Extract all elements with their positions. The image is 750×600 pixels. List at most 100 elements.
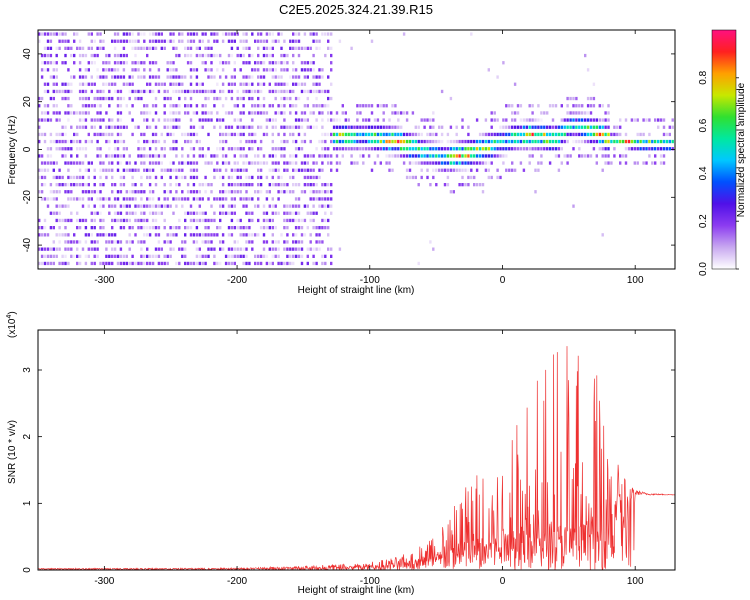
- spectrogram-cell: [350, 46, 353, 50]
- spectrogram-cell: [113, 61, 117, 65]
- spectrogram-cell: [230, 197, 234, 201]
- spectrogram-cell: [332, 125, 336, 129]
- spectrogram-cell: [43, 118, 47, 122]
- spectrogram-cell: [119, 96, 123, 101]
- spectrogram-cell: [134, 197, 137, 201]
- spectrogram-cell: [303, 161, 307, 165]
- spectrogram-cell: [271, 118, 274, 122]
- spectrogram-cell: [122, 96, 126, 101]
- spectrogram-cell: [300, 247, 304, 251]
- spectrogram-cell: [508, 132, 511, 137]
- spectrogram-cell: [143, 190, 146, 194]
- spectrogram-cell: [534, 125, 537, 129]
- spectrogram-cell: [99, 204, 102, 208]
- spectrogram-cell: [315, 240, 318, 244]
- spectrogram-cell: [449, 147, 453, 151]
- spectrogram-cell: [330, 139, 333, 144]
- spectrogram-cell: [225, 25, 227, 28]
- spectrogram-cell: [43, 197, 47, 201]
- spectrogram-cell: [581, 125, 584, 129]
- spectrogram-cell: [204, 261, 207, 266]
- spectrogram-cell: [248, 53, 251, 58]
- spectrogram-cell: [157, 154, 161, 158]
- spectrogram-cell: [665, 147, 669, 151]
- spectrogram-cell: [178, 32, 181, 36]
- spectrogram-cell: [277, 161, 280, 165]
- spectrogram-cell: [181, 89, 184, 94]
- spectrogram-cell: [143, 39, 146, 43]
- spectrogram-cell: [423, 125, 426, 129]
- spectrogram-cell: [105, 139, 108, 144]
- spectrogram-cell: [286, 254, 289, 258]
- spectrogram-cell: [508, 104, 511, 108]
- spectrogram-cell: [195, 211, 199, 215]
- spectrogram-cell: [300, 111, 304, 115]
- spectrogram-cell: [429, 139, 432, 144]
- spectrogram-cell: [665, 132, 669, 137]
- spectrogram-cell: [286, 53, 289, 58]
- spectrogram-cell: [318, 104, 321, 108]
- spectrogram-cell: [154, 82, 158, 86]
- spectrogram-cell: [43, 161, 47, 165]
- spectrogram-cell: [294, 46, 298, 50]
- spectrogram-cell: [119, 226, 123, 230]
- spectrogram-cell: [87, 175, 90, 180]
- spectrogram-cell: [251, 96, 254, 101]
- spectrogram-cell: [560, 104, 563, 108]
- spectrogram-cell: [169, 111, 172, 115]
- spectrogram-cell: [102, 89, 105, 94]
- spectrogram-cell: [169, 183, 172, 187]
- spectrogram-cell: [99, 89, 102, 94]
- spectrogram-cell: [236, 161, 239, 165]
- spectrogram-cell: [289, 175, 292, 180]
- spectrogram-cell: [321, 139, 324, 144]
- spectrogram-cell: [157, 247, 161, 251]
- spectrogram-cell: [294, 96, 298, 101]
- spectrogram-cell: [204, 218, 207, 223]
- spectrogram-cell: [248, 211, 251, 215]
- spectrogram-cell: [160, 168, 163, 172]
- spectrogram-cell: [224, 75, 228, 79]
- spectrogram-cell: [516, 132, 520, 137]
- spectrogram-cell: [78, 53, 82, 58]
- spectrogram-cell: [87, 82, 90, 86]
- spectrogram-cell: [251, 211, 254, 215]
- spectrogram-cell: [455, 132, 458, 137]
- spectrogram-cell: [236, 32, 239, 36]
- spectrogram-cell: [292, 211, 295, 215]
- spectrogram-cell: [204, 68, 207, 72]
- spectrogram-cell: [426, 161, 429, 165]
- spectrogram-cell: [496, 75, 499, 79]
- spectrogram-cell: [85, 25, 87, 28]
- spectrogram-cell: [161, 25, 163, 28]
- spectrogram-cell: [283, 226, 286, 230]
- spectrogram-cell: [46, 197, 50, 201]
- spectrogram-cell: [58, 175, 61, 180]
- spectrogram-cell: [40, 132, 44, 137]
- spectrogram-cell: [277, 147, 280, 151]
- spectrogram-cell: [671, 139, 674, 144]
- spectrogram-cell: [90, 240, 93, 244]
- spectrogram-cell: [455, 125, 458, 129]
- spectrogram-cell: [659, 154, 663, 158]
- spectrogram-cell: [52, 168, 55, 172]
- spectrogram-cell: [292, 175, 295, 180]
- spectrogram-cell: [502, 139, 505, 144]
- spectrogram-cell: [146, 247, 149, 251]
- spectrogram-cell: [280, 261, 283, 266]
- spectrogram-cell: [78, 89, 82, 94]
- spectrogram-cell: [119, 218, 123, 223]
- spectrogram-cell: [96, 104, 99, 108]
- spectrogram-cell: [283, 204, 286, 208]
- spectrogram-cell: [581, 104, 584, 108]
- spectrogram-cell: [163, 197, 166, 201]
- spectrogram-cell: [513, 118, 517, 122]
- spectrogram-cell: [330, 46, 333, 50]
- spectrogram-cell: [513, 139, 517, 144]
- spectrogram-cell: [140, 261, 143, 266]
- spectrogram-cell: [242, 168, 245, 172]
- spectrogram-cell: [402, 139, 406, 144]
- spectrogram-cell: [274, 168, 277, 172]
- spectrogram-cell: [43, 132, 47, 137]
